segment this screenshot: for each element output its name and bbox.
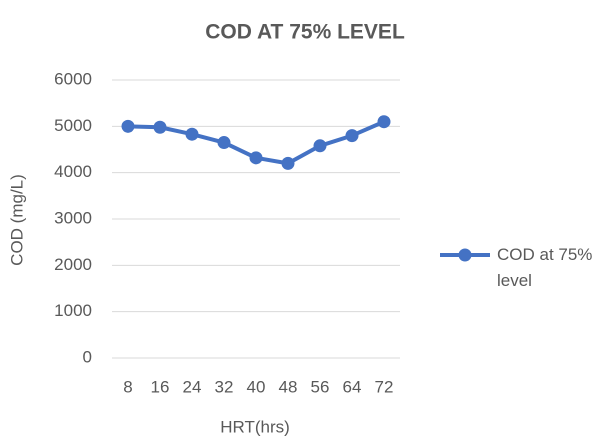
y-tick-label: 1000 — [54, 301, 92, 320]
data-point — [185, 127, 199, 141]
legend-marker — [458, 248, 472, 262]
x-tick-label: 16 — [151, 377, 170, 396]
data-point — [217, 136, 231, 150]
y-axis-title: COD (mg/L) — [7, 174, 26, 266]
data-point — [313, 139, 327, 153]
data-point — [281, 156, 295, 170]
legend-label: COD at 75% level — [497, 245, 593, 290]
x-tick-label: 56 — [311, 377, 330, 396]
x-tick-label: 64 — [343, 377, 362, 396]
x-tick-label: 48 — [279, 377, 298, 396]
data-point — [121, 119, 135, 133]
y-tick-label: 4000 — [54, 162, 92, 181]
y-tick-label: 0 — [83, 347, 92, 366]
data-point — [377, 115, 391, 129]
data-point — [153, 120, 167, 134]
x-tick-label: 32 — [215, 377, 234, 396]
x-axis-title: HRT(hrs) — [220, 417, 290, 436]
data-point — [345, 129, 359, 143]
chart-title: COD AT 75% LEVEL — [205, 21, 405, 44]
y-tick-label: 3000 — [54, 208, 92, 227]
x-tick-label: 40 — [247, 377, 266, 396]
data-point — [249, 151, 263, 165]
x-tick-label: 24 — [183, 377, 202, 396]
y-tick-label: 5000 — [54, 116, 92, 135]
y-tick-label: 2000 — [54, 255, 92, 274]
x-tick-label: 8 — [123, 377, 132, 396]
y-tick-label: 6000 — [54, 69, 92, 88]
x-tick-label: 72 — [375, 377, 394, 396]
